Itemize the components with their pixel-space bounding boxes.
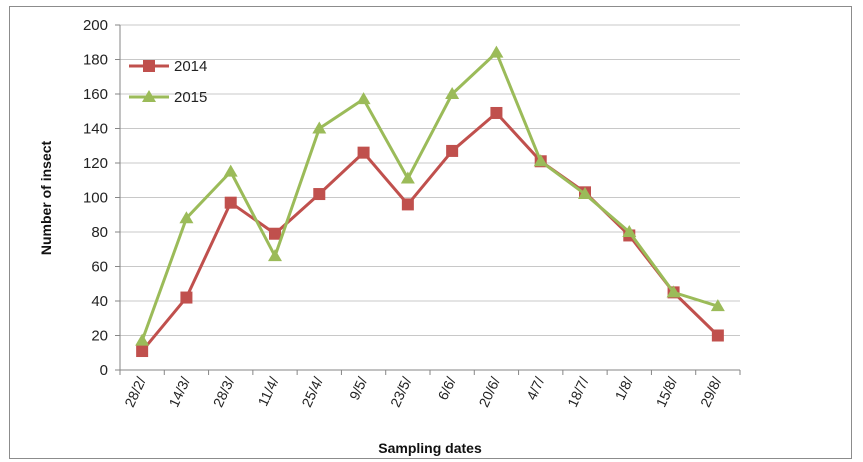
data-point — [578, 187, 592, 200]
x-tick-label: 20/6/ — [475, 374, 503, 409]
legend-label: 2014 — [174, 58, 207, 75]
x-tick-label: 4/7/ — [523, 374, 547, 402]
y-tick-label: 80 — [91, 224, 108, 241]
data-point — [136, 345, 149, 358]
x-tick-label: 9/5/ — [346, 374, 370, 402]
data-point — [357, 146, 370, 159]
data-point — [710, 299, 725, 312]
data-point — [135, 333, 150, 346]
y-axis-title: Number of insect — [38, 140, 54, 255]
data-point — [268, 249, 282, 262]
data-point — [533, 154, 548, 167]
y-tick-label: 180 — [83, 52, 108, 69]
data-point — [400, 171, 415, 184]
data-point — [180, 291, 193, 304]
legend-marker — [142, 90, 156, 102]
x-tick-label: 15/8/ — [653, 374, 681, 409]
x-tick-label: 28/2/ — [121, 374, 149, 409]
data-point — [666, 285, 681, 298]
gridlines — [120, 24, 740, 336]
x-tick-label: 28/3/ — [210, 374, 238, 409]
x-tick-label: 18/7/ — [564, 374, 592, 409]
data-point — [356, 92, 371, 105]
series-line — [140, 111, 719, 352]
data-point — [224, 196, 237, 209]
y-tick-label: 140 — [83, 121, 108, 138]
y-tick-label: 200 — [83, 17, 108, 34]
x-tick-label: 29/8/ — [697, 374, 725, 409]
legend-item: 2015 — [129, 89, 207, 106]
series-line — [140, 51, 719, 342]
x-tick-label: 23/5/ — [387, 374, 415, 409]
y-tick-label: 160 — [83, 86, 108, 103]
x-tick-label: 11/4/ — [254, 374, 281, 408]
data-point — [446, 144, 459, 157]
data-point — [313, 188, 326, 201]
x-tick-label: 6/6/ — [434, 374, 458, 402]
x-tick-label: 25/4/ — [298, 374, 326, 409]
legend-label: 2015 — [174, 89, 207, 106]
data-point — [269, 227, 281, 240]
y-tick-label: 120 — [83, 155, 108, 172]
series-group — [135, 45, 725, 358]
data-point — [489, 45, 504, 58]
data-point — [711, 329, 724, 342]
y-tick-label: 60 — [91, 259, 108, 276]
y-axis-ticks: 0 20 40 60 80 100 120 140 160 180 200 — [83, 17, 120, 379]
y-tick-label: 100 — [83, 190, 108, 207]
legend: 2014 2015 — [129, 58, 207, 106]
x-tick-label: 1/8/ — [612, 374, 636, 402]
data-point — [223, 164, 238, 177]
data-point — [445, 87, 460, 99]
y-tick-label: 0 — [100, 362, 108, 379]
x-axis-ticks: 28/2/14/3/28/3/11/4/25/4/9/5/23/5/6/6/20… — [119, 370, 741, 409]
x-axis-title: Sampling dates — [378, 440, 482, 456]
data-point — [312, 121, 327, 134]
y-tick-label: 20 — [91, 328, 108, 345]
series-2015 — [135, 45, 725, 346]
data-point — [622, 225, 637, 237]
legend-marker — [143, 60, 155, 72]
data-point — [179, 211, 194, 224]
y-tick-label: 40 — [91, 293, 108, 310]
data-point — [490, 106, 503, 119]
legend-item: 2014 — [129, 58, 207, 75]
x-tick-label: 14/3/ — [165, 374, 193, 409]
data-point — [401, 198, 414, 211]
